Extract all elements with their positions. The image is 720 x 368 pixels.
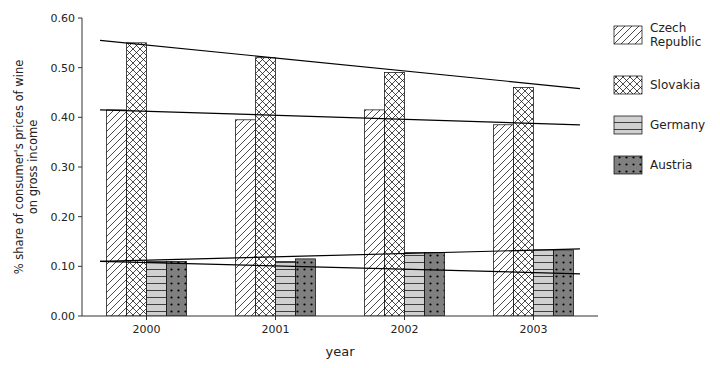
y-tick-label: 0.10 (51, 260, 76, 273)
x-tick-label: 2003 (520, 323, 548, 336)
y-tick (78, 216, 82, 217)
legend-label: Austria (650, 158, 692, 172)
bar (107, 110, 127, 316)
x-tick-label: 2001 (262, 323, 290, 336)
bar (256, 58, 276, 316)
bar-series (166, 250, 573, 316)
legend-label: CzechRepublic (650, 21, 701, 49)
legend-label: Germany (650, 118, 705, 132)
bar (494, 125, 514, 316)
x-tick (275, 316, 276, 320)
bar (514, 88, 534, 316)
legend-swatch (614, 76, 642, 94)
y-tick-label: 0.60 (51, 12, 76, 25)
y-tick (78, 18, 82, 19)
bar (127, 43, 147, 316)
y-tick-label: 0.30 (51, 161, 76, 174)
bar-series (107, 110, 514, 316)
y-tick (78, 117, 82, 118)
x-tick (146, 316, 147, 320)
legend-label: Slovakia (650, 78, 700, 92)
bar (166, 261, 186, 316)
bar (365, 110, 385, 316)
y-axis-label-line: % share of consumer's prices of wine (12, 60, 26, 275)
legend-label-line: Austria (650, 158, 692, 172)
y-axis-label: % share of consumer's prices of wineon g… (12, 60, 40, 275)
bar (385, 73, 405, 316)
legend-swatch (614, 156, 642, 174)
bar (553, 250, 573, 316)
trend-line (100, 261, 580, 273)
y-tick (78, 316, 82, 317)
x-tick (404, 316, 405, 320)
legend-label-line: Czech (650, 21, 686, 35)
x-tick-label: 2000 (133, 323, 161, 336)
y-tick-label: 0.50 (51, 62, 76, 75)
bar (534, 250, 554, 316)
legend-label-line: Republic (650, 35, 701, 49)
trend-line (100, 249, 580, 261)
bar (147, 261, 167, 316)
legend-swatch (614, 116, 642, 134)
trend-line (100, 40, 580, 88)
y-axis-label-line: on gross income (26, 120, 40, 215)
legend: CzechRepublic Slovakia Germany Austria (614, 21, 705, 174)
bar (424, 252, 444, 316)
x-axis-line (82, 316, 598, 317)
trend-line (100, 110, 580, 125)
bar-series (127, 43, 534, 316)
x-tick-label: 2002 (391, 323, 419, 336)
y-tick-label: 0.20 (51, 211, 76, 224)
x-tick (533, 316, 534, 320)
legend-label-line: Slovakia (650, 78, 700, 92)
plot-area (100, 40, 580, 316)
y-tick-label: 0.40 (51, 111, 76, 124)
bar (236, 120, 256, 316)
bar (276, 261, 296, 316)
y-tick (78, 167, 82, 168)
legend-swatch (614, 26, 642, 44)
bar-series (147, 250, 554, 316)
legend-label-line: Germany (650, 118, 705, 132)
chart: 0.00 0.10 0.20 0.30 0.40 0.50 0.60 2000 2001 2002… (0, 0, 720, 368)
y-tick (78, 67, 82, 68)
y-tick-label: 0.00 (51, 310, 76, 323)
bar (405, 252, 425, 316)
y-tick (78, 266, 82, 267)
x-axis-label: year (325, 344, 355, 359)
